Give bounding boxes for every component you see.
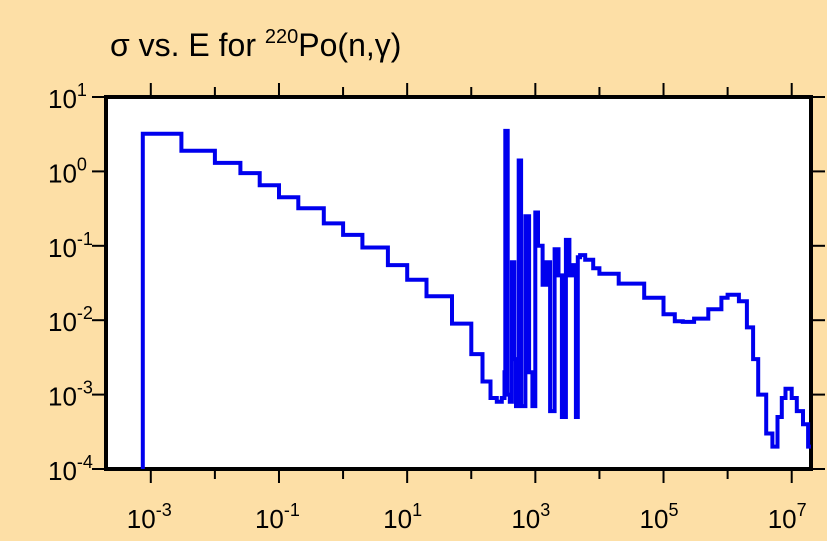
x-axis-tick-labels: 10-3 10-1 101 103 105 107 <box>127 500 807 534</box>
x-tick-label-1: 10-1 <box>255 500 300 534</box>
plot-area <box>104 95 813 471</box>
chart-title: σ vs. E for 220Po(n,γ) <box>110 26 401 63</box>
axis-ticks <box>92 83 825 483</box>
y-tick-label-3: 10-2 <box>48 303 93 337</box>
title-prefix: σ vs. E for <box>110 27 265 63</box>
title-gamma: γ <box>375 27 391 63</box>
y-tick-label-2: 10-1 <box>48 229 93 263</box>
x-tick-label-3: 103 <box>511 500 550 534</box>
series-line-sigma <box>140 128 811 469</box>
y-tick-label-4: 10-3 <box>48 378 93 412</box>
y-axis-tick-labels: 101 100 10-1 10-2 10-3 10-4 <box>48 80 93 486</box>
title-element: Po(n, <box>298 27 374 63</box>
x-tick-label-2: 101 <box>383 500 422 534</box>
y-tick-label-5: 10-4 <box>48 452 93 486</box>
y-tick-label-0: 101 <box>48 80 87 114</box>
y-tick-label-1: 100 <box>48 154 87 188</box>
title-superscript: 220 <box>265 26 298 48</box>
title-suffix: ) <box>391 27 402 63</box>
x-tick-label-5: 107 <box>768 500 807 534</box>
x-tick-label-4: 105 <box>640 500 679 534</box>
x-tick-label-0: 10-3 <box>127 500 172 534</box>
